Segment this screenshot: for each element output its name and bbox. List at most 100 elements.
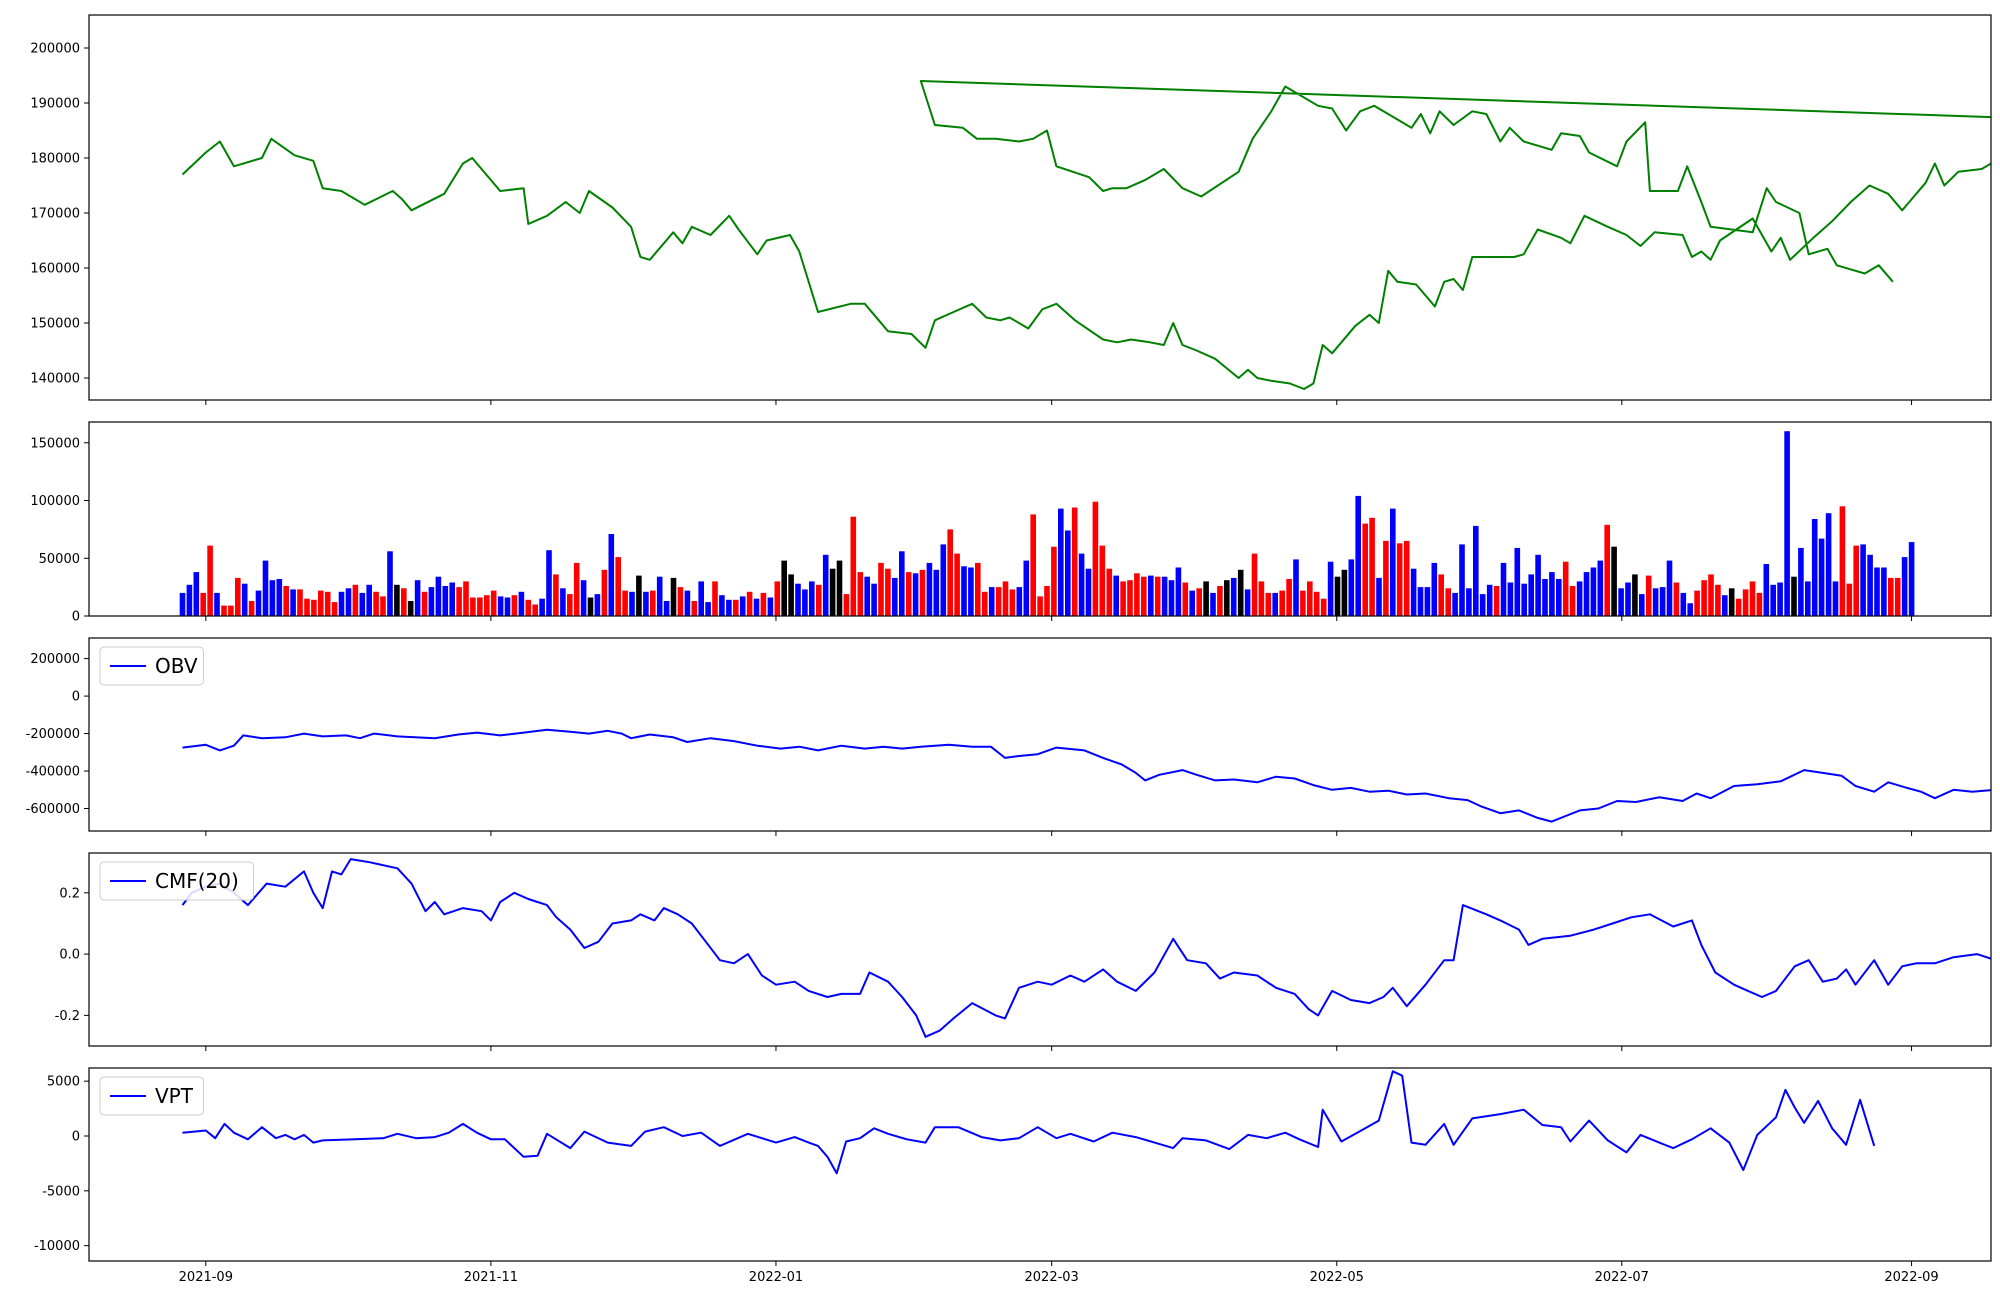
- volume-bar: [1182, 582, 1189, 616]
- volume-bar: [525, 599, 532, 616]
- volume-bar: [262, 560, 269, 616]
- volume-bar: [1791, 576, 1797, 616]
- volume-bar: [1735, 598, 1742, 616]
- volume-bar: [767, 597, 774, 616]
- volume-bar: [1742, 589, 1749, 616]
- volume-bar: [435, 576, 442, 616]
- volume-bar: [802, 589, 808, 616]
- volume-bar: [1341, 569, 1348, 616]
- volume-bar: [1078, 553, 1085, 616]
- volume-bar: [1811, 519, 1818, 616]
- volume-bar: [1894, 577, 1901, 616]
- volume-bar: [207, 545, 213, 616]
- volume-bar: [1320, 598, 1327, 616]
- volume-bar: [1452, 592, 1458, 616]
- x-tick-label: 2021-09: [179, 1270, 233, 1285]
- volume-bar: [1673, 582, 1680, 616]
- y-tick-label: -400000: [26, 765, 80, 780]
- volume-bar: [1016, 587, 1023, 616]
- volume-bar: [615, 557, 621, 616]
- legend: OBV: [99, 646, 204, 686]
- x-tick-label: 2021-11: [464, 1270, 518, 1285]
- volume-bar: [739, 596, 746, 616]
- plot-area: [181, 80, 1991, 390]
- plot-area: [182, 1070, 1876, 1175]
- volume-bar: [228, 605, 234, 616]
- plot-area: [179, 431, 1915, 616]
- axes-frame: [88, 1067, 1992, 1262]
- y-tick-label: 200000: [30, 652, 80, 667]
- volume-bar: [850, 516, 857, 616]
- volume-bar: [179, 592, 186, 616]
- volume-bar: [1203, 581, 1209, 616]
- volume-bar: [1417, 587, 1424, 616]
- volume-bar: [269, 580, 276, 616]
- volume-bar: [933, 569, 940, 616]
- volume-bar: [809, 581, 815, 616]
- volume-bar: [698, 581, 704, 616]
- volume-bar: [1888, 577, 1894, 616]
- volume-bar: [1127, 580, 1133, 616]
- legend-frame: [99, 861, 254, 901]
- volume-bar: [733, 599, 739, 616]
- volume-bar: [1217, 586, 1223, 616]
- volume-bar: [1500, 562, 1507, 616]
- volume-bar: [1286, 579, 1292, 616]
- volume-bar: [1113, 575, 1119, 616]
- y-tick-label: 190000: [30, 97, 80, 112]
- volume-bar: [380, 596, 386, 616]
- y-tick-label: 0.2: [59, 886, 80, 901]
- legend-frame: [99, 646, 204, 686]
- volume-bar: [553, 574, 559, 616]
- volume-bar: [490, 590, 497, 616]
- volume-bar: [235, 577, 241, 616]
- volume-bar: [373, 591, 379, 616]
- y-tick-label: 200000: [30, 42, 80, 57]
- y-tick-label: -600000: [26, 802, 80, 817]
- volume-bar: [456, 587, 462, 616]
- volume-bar: [663, 601, 670, 616]
- volume-bar: [885, 568, 891, 616]
- volume-bar: [560, 588, 566, 616]
- volume-bar: [1251, 553, 1258, 616]
- volume-bar: [1881, 567, 1887, 616]
- volume-bar: [394, 584, 400, 616]
- volume-bar: [421, 591, 428, 616]
- volume-bar: [712, 581, 718, 616]
- volume-bar: [1307, 581, 1313, 616]
- volume-bar: [1466, 588, 1472, 616]
- volume-bar: [1445, 588, 1451, 616]
- volume-bar: [546, 550, 552, 616]
- volume-bar: [691, 601, 698, 616]
- volume-bar: [1424, 587, 1431, 616]
- volume-bar: [1313, 591, 1320, 616]
- volume-bar: [836, 560, 843, 616]
- volume-bar: [407, 601, 414, 616]
- legend-label: OBV: [155, 654, 198, 678]
- volume-bar: [1625, 582, 1631, 616]
- volume-bar: [511, 595, 518, 616]
- volume-bar: [1590, 567, 1597, 616]
- volume-bar: [926, 562, 933, 616]
- volume-bar: [539, 598, 545, 616]
- volume-bar: [1680, 592, 1687, 616]
- volume-bar: [1583, 572, 1590, 616]
- axes-frame: [88, 14, 1992, 401]
- y-tick-label: -10000: [34, 1239, 80, 1254]
- x-tick-label: 2022-05: [1310, 1270, 1364, 1285]
- volume-bar: [1265, 592, 1272, 616]
- volume-bar: [1279, 590, 1285, 616]
- volume-bar: [1562, 561, 1569, 616]
- volume-bar: [1473, 525, 1479, 616]
- volume-bar: [1507, 582, 1514, 616]
- volume-bar: [1327, 561, 1334, 616]
- volume-bar: [760, 592, 767, 616]
- volume-bar: [774, 581, 781, 616]
- volume-bar: [311, 599, 317, 616]
- volume-bar: [643, 591, 649, 616]
- volume-bar: [587, 597, 594, 616]
- volume-bar: [414, 580, 421, 616]
- axes-frame: [88, 421, 1992, 617]
- volume-bar: [1479, 594, 1486, 616]
